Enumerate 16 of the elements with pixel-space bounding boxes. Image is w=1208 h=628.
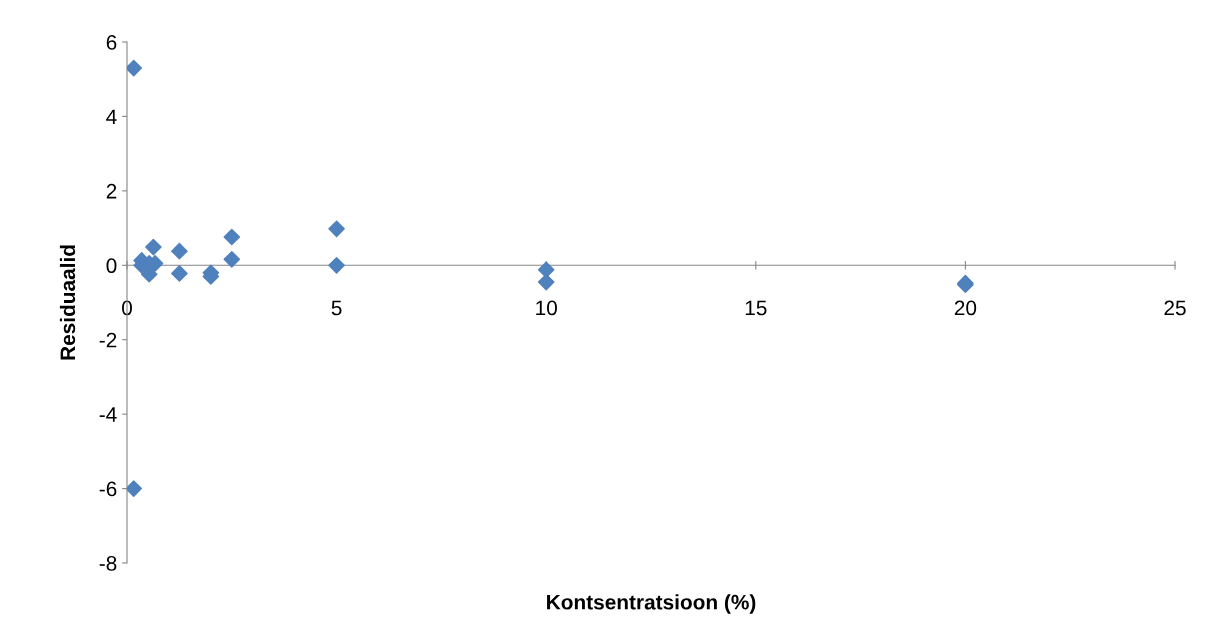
x-tick-label: 25 xyxy=(1164,300,1186,316)
y-tick-label: 6 xyxy=(106,35,117,50)
x-tick-label: 10 xyxy=(536,300,557,316)
y-tick-label: 0 xyxy=(106,258,117,274)
x-axis-title: Kontsentratsioon (%) xyxy=(547,594,756,614)
y-axis-title: Residuaalid xyxy=(59,245,76,360)
y-tick-label: 2 xyxy=(106,183,117,199)
y-tick-label: -2 xyxy=(99,332,117,348)
x-tick-label: 0 xyxy=(122,300,132,316)
y-tick-label: -6 xyxy=(99,481,117,497)
x-tick-label: 5 xyxy=(331,300,342,316)
y-tick-label: 4 xyxy=(106,109,117,124)
y-tick-label: -8 xyxy=(99,556,117,571)
x-tick-label: 15 xyxy=(745,300,767,316)
x-tick-label: 20 xyxy=(954,300,977,316)
y-tick-label: -4 xyxy=(99,407,117,422)
